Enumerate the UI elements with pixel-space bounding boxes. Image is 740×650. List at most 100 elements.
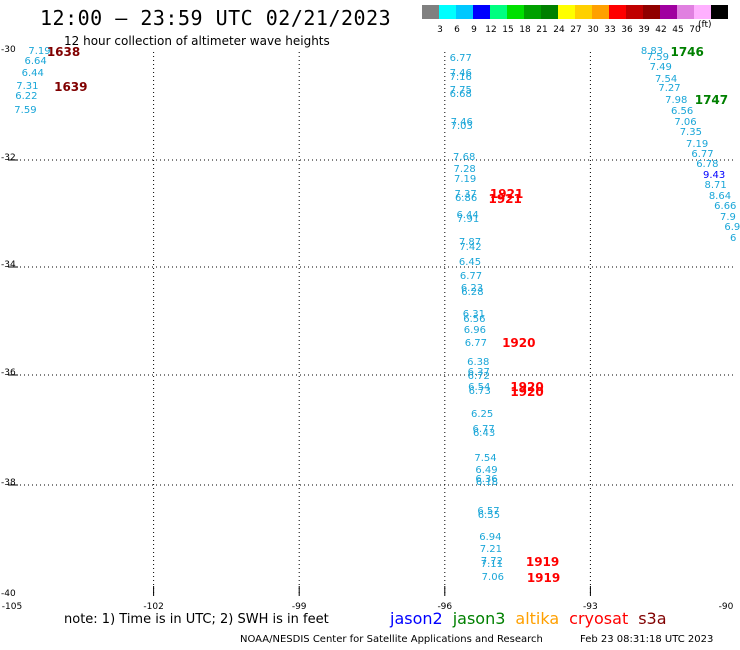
- lat-label: -38: [1, 478, 16, 488]
- wave-height-value: 7.54: [474, 452, 497, 464]
- wave-height-value: 6.77: [449, 53, 472, 65]
- color-scale-label: 21: [536, 25, 548, 35]
- wave-height-value: 7.11: [480, 558, 503, 570]
- color-scale-swatch: [609, 5, 626, 19]
- wave-height-value: 6.66: [714, 201, 737, 213]
- wave-height-value: 6.9: [724, 222, 740, 234]
- wave-height-value: 7.42: [459, 241, 482, 253]
- lon-label: -93: [583, 602, 598, 612]
- wave-height-value: 7.49: [649, 62, 672, 74]
- lon-label: -96: [437, 602, 453, 612]
- wave-height-value: 6.44: [456, 210, 479, 222]
- pass-time-label: 1921: [488, 192, 522, 207]
- color-scale-label: 33: [604, 25, 616, 35]
- color-scale-swatch: [626, 5, 643, 19]
- satellite-legend: jason2 jason3 altika cryosat s3a: [390, 609, 677, 628]
- wave-height-value: 8.71: [704, 180, 727, 192]
- wave-height-value: 6.56: [670, 105, 694, 117]
- creation-timestamp: Feb 23 08:31:18 UTC 2023: [580, 634, 714, 645]
- lat-label: -34: [1, 260, 16, 270]
- wave-height-value: 6.49: [475, 464, 498, 476]
- wave-height-value: 7.28: [453, 163, 476, 175]
- wave-height-value: 6.94: [479, 532, 502, 544]
- wave-height-value: 7.98: [665, 94, 688, 106]
- color-scale-swatch: [592, 5, 609, 19]
- color-scale-swatch: [660, 5, 677, 19]
- color-scale-label: 15: [502, 25, 514, 35]
- satellite-altika: altika: [515, 609, 560, 628]
- color-scale-label: 36: [621, 25, 633, 35]
- pass-time-label: 1639: [54, 79, 88, 94]
- wave-height-value: 6.77: [459, 271, 483, 283]
- pass-time-label: 1920: [510, 384, 544, 399]
- wave-height-value: 7.31: [16, 80, 39, 92]
- wave-height-value: 9.43: [702, 170, 726, 182]
- color-scale-label: 42: [655, 25, 667, 35]
- wave-height-value: 6.44: [21, 68, 44, 80]
- pass-time-label: 1919: [525, 554, 560, 569]
- lon-label: -99: [291, 602, 307, 612]
- color-scale-label: 6: [454, 25, 460, 35]
- wave-height-value: 6.36: [475, 473, 498, 485]
- color-scale-label: 30: [587, 25, 599, 35]
- color-scale-swatch: [575, 5, 592, 19]
- wave-height-value: 7.75: [449, 84, 472, 96]
- color-scale-swatch: [643, 5, 660, 19]
- lat-label: -36: [1, 368, 16, 378]
- wave-height-value: 7.27: [658, 83, 681, 95]
- wave-height-value: 6.77: [691, 149, 714, 161]
- lat-label: -32: [1, 153, 16, 163]
- wave-height-value: 7.72: [480, 556, 503, 568]
- units-note: note: 1) Time is in UTC; 2) SWH is in fe…: [64, 612, 329, 627]
- color-scale-label: 27: [570, 25, 582, 35]
- color-scale-swatch: [490, 5, 507, 19]
- color-scale-label: 70: [689, 25, 701, 35]
- color-scale-swatch: [558, 5, 575, 19]
- wave-height-value: 7.91: [456, 214, 480, 226]
- pass-time-label: 1638: [46, 45, 81, 59]
- wave-height-value: 7.03: [450, 120, 473, 132]
- wave-height-value: 6.64: [24, 56, 47, 68]
- wave-height-value: 7.9: [719, 211, 736, 223]
- wave-height-value: 7.19: [454, 173, 477, 185]
- wave-height-value: 6.31: [462, 309, 486, 321]
- color-scale-label: 12: [485, 25, 497, 35]
- wave-height-value: 6.45: [458, 256, 482, 268]
- wave-height-value: 7.21: [479, 543, 502, 555]
- satellite-jason3: jason3: [452, 609, 506, 628]
- wave-height-value: 6.23: [460, 283, 484, 295]
- lon-label: -105: [1, 602, 23, 612]
- map-title: 12:00 – 23:59 UTC 02/21/2023: [40, 6, 392, 30]
- wave-height-value: 6.78: [696, 159, 719, 171]
- color-scale-label: 3: [437, 25, 443, 35]
- wave-height-value: 6.18: [475, 476, 499, 488]
- color-scale-swatch: [711, 5, 728, 19]
- wave-height-value: 7.46: [450, 116, 473, 128]
- wave-height-value: 6.56: [463, 314, 486, 326]
- color-scale-swatch: [507, 5, 524, 19]
- wave-height-value: 6.28: [461, 286, 484, 298]
- wave-height-value: 7.59: [14, 104, 37, 116]
- satellite-jason2: jason2: [390, 609, 443, 628]
- wave-height-value: 7.35: [679, 127, 702, 138]
- wave-height-value: 8.64: [708, 190, 732, 202]
- wave-height-value: 6.73: [468, 385, 491, 397]
- wave-height-value: 7.19: [28, 46, 51, 57]
- color-scale-label: 39: [638, 25, 650, 35]
- lat-lon-grid: [8, 52, 736, 596]
- wave-height-value: 6.72: [467, 371, 490, 383]
- wave-height-value: 6.37: [467, 366, 490, 378]
- wave-height-value: 6.55: [477, 510, 501, 522]
- wave-height-value: 6.43: [472, 427, 496, 439]
- wave-height-value: 6.96: [463, 324, 486, 336]
- wave-height-value: 7.46: [449, 68, 472, 80]
- credit-text: NOAA/NESDIS Center for Satellite Applica…: [240, 634, 543, 645]
- color-scale-swatch: [677, 5, 694, 19]
- wave-height-value: 7.06: [481, 571, 504, 583]
- color-scale-unit: (ft): [698, 20, 712, 30]
- color-scale-swatch: [473, 5, 490, 19]
- pass-time-label: 1746: [670, 45, 704, 59]
- wave-height-value: 7.68: [453, 151, 476, 163]
- color-scale-swatch: [439, 5, 456, 19]
